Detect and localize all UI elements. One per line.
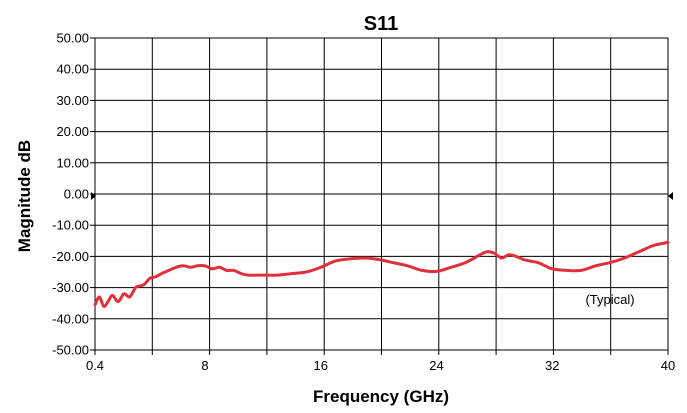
y-tick-label: 30.00: [56, 93, 89, 108]
y-tick-label: -20.00: [52, 249, 89, 264]
grid: [94, 37, 669, 351]
zero-marker-right: [668, 192, 673, 200]
x-tick-label: 24: [429, 358, 443, 373]
y-tick-label: -10.00: [52, 218, 89, 233]
y-tick-label: 10.00: [56, 155, 89, 170]
y-tick-label: 40.00: [56, 62, 89, 77]
typical-annotation: (Typical): [585, 292, 634, 307]
x-axis-label: Frequency (GHz): [313, 387, 449, 406]
x-tick-label: 8: [201, 358, 208, 373]
y-tick-label: -30.00: [52, 280, 89, 295]
y-tick-label: 50.00: [56, 31, 89, 46]
y-axis-label: Magnitude dB: [15, 140, 34, 252]
y-axis-ticks: 50.00 40.00 30.00 20.00 10.00 0.00 -10.00 -20.0…: [52, 31, 95, 358]
y-tick-label: -50.00: [52, 343, 89, 358]
y-tick-label: 0.00: [64, 187, 89, 202]
x-tick-label: 32: [545, 358, 559, 373]
y-tick-label: 20.00: [56, 124, 89, 139]
x-axis-ticks: 0.4 8 16 24 32 40: [86, 350, 675, 373]
series-line: [93, 240, 670, 308]
zero-marker-left: [91, 192, 96, 200]
chart-title: S11: [364, 13, 398, 35]
x-tick-label: 16: [313, 358, 327, 373]
zero-markers: [91, 192, 673, 200]
x-tick-label: 0.4: [86, 358, 104, 373]
x-tick-label: 40: [661, 358, 675, 373]
y-tick-label: -40.00: [52, 311, 89, 326]
